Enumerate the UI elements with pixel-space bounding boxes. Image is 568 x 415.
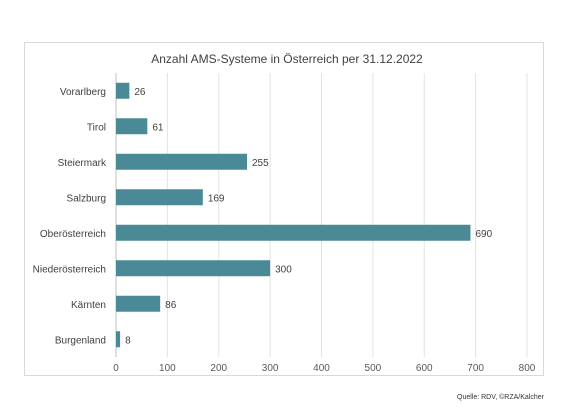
bar [116,153,248,170]
category-label: Niederösterreich [33,264,106,275]
x-tick-label: 400 [313,363,330,374]
x-tick-label: 100 [159,363,176,374]
category-label: Vorarlberg [60,87,106,98]
bar [116,260,271,277]
chart-title: Anzahl AMS-Systeme in Österreich per 31.… [151,52,423,66]
data-label: 26 [134,87,146,98]
data-label: 8 [125,335,131,346]
data-label: 255 [252,158,269,169]
source-note: Quelle: RDV, ©RZA/Kalcher [457,394,544,401]
x-tick-label: 800 [519,363,536,374]
x-tick-label: 200 [210,363,227,374]
bar [116,189,203,206]
bar [116,295,161,312]
data-label: 690 [475,229,492,240]
x-tick-label: 300 [262,363,279,374]
bar [116,224,471,241]
gridlines [115,73,528,357]
category-labels: Vorarlberg Tirol Steiermark Salzburg Oberöst… [33,87,107,347]
bar [116,82,130,99]
bar [116,118,148,135]
category-label: Tirol [87,122,106,133]
x-tick-label: 0 [113,363,119,374]
x-tick-label: 500 [365,363,382,374]
chart-frame: Anzahl AMS-Systeme in Österreich per 31.… [24,42,544,376]
bar-chart: Anzahl AMS-Systeme in Österreich per 31.… [33,52,536,374]
bars [116,82,471,348]
bar [116,331,121,348]
x-tick-label: 600 [416,363,433,374]
category-label: Steiermark [58,158,107,169]
category-label: Oberösterreich [40,229,106,240]
data-label: 61 [152,122,164,133]
data-label: 300 [275,264,292,275]
value-labels: 26 61 255 169 690 300 86 8 [125,87,493,347]
x-axis-ticks: 0 100 200 300 400 500 600 700 800 [113,363,536,374]
data-label: 86 [165,300,177,311]
category-label: Kärnten [71,300,106,311]
category-label: Salzburg [67,193,106,204]
data-label: 169 [208,193,225,204]
category-label: Burgenland [55,335,106,346]
x-tick-label: 700 [467,363,484,374]
